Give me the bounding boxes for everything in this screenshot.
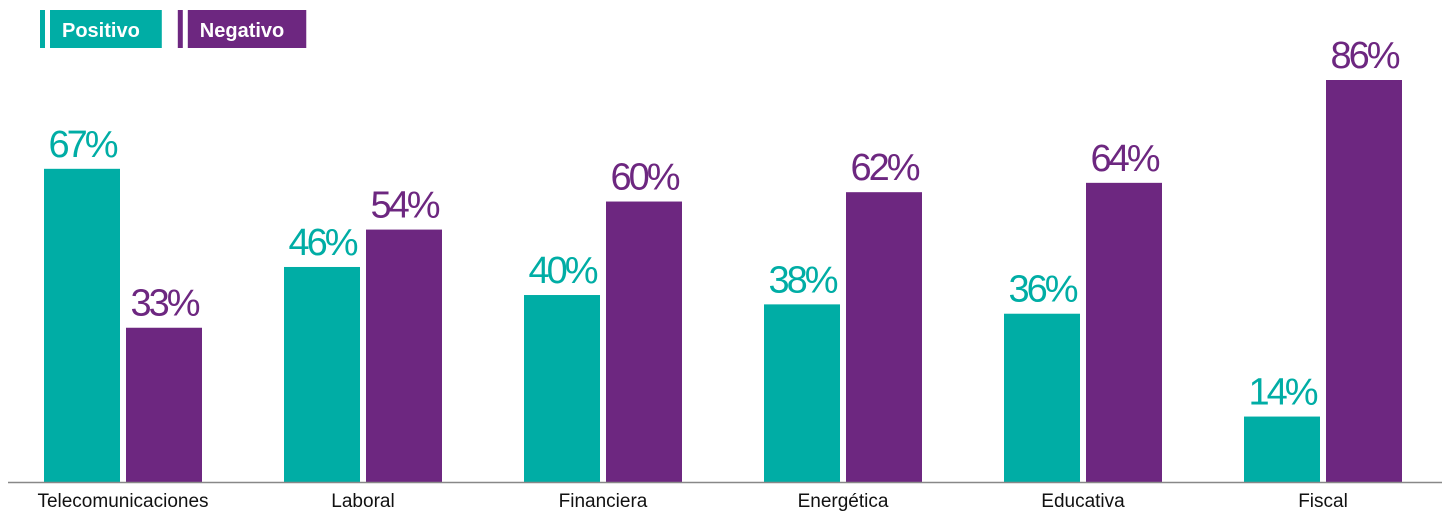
legend-stripe (40, 10, 45, 48)
x-tick-label: Telecomunicaciones (37, 491, 208, 512)
bar (44, 168, 120, 482)
x-tick-label: Fiscal (1298, 491, 1348, 512)
legend-box (187, 10, 307, 48)
bar (1086, 182, 1162, 482)
bar (126, 327, 202, 482)
bar (606, 201, 682, 482)
bar (1004, 313, 1080, 482)
x-tick-label: Laboral (331, 491, 394, 512)
x-tick-label: Educativa (1041, 491, 1125, 512)
legend-stripe (177, 10, 183, 48)
bar (764, 304, 840, 482)
bar (366, 229, 442, 482)
legend-label: Positivo (62, 20, 140, 42)
value-label: 14% (1248, 372, 1317, 414)
value-label: 33% (130, 283, 199, 325)
value-label: 86% (1330, 35, 1399, 77)
legend-label: Negativo (200, 20, 284, 42)
x-tick-label: Energética (798, 491, 889, 512)
bar (1244, 416, 1320, 482)
value-label: 62% (850, 147, 919, 189)
value-label: 40% (528, 250, 597, 292)
x-tick-label: Financiera (559, 491, 648, 512)
legend-item: Negativo (177, 10, 307, 48)
bar (284, 266, 360, 482)
value-label: 36% (1008, 269, 1077, 311)
bar (846, 192, 922, 483)
legend-box (50, 10, 162, 48)
value-label: 67% (48, 124, 117, 166)
value-label: 64% (1090, 138, 1159, 180)
value-label: 46% (288, 222, 357, 264)
value-label: 54% (370, 185, 439, 227)
bar (1326, 80, 1402, 482)
value-label: 60% (610, 157, 679, 199)
value-label: 38% (768, 259, 837, 301)
bar (524, 295, 600, 482)
legend-item: Positivo (40, 10, 162, 48)
